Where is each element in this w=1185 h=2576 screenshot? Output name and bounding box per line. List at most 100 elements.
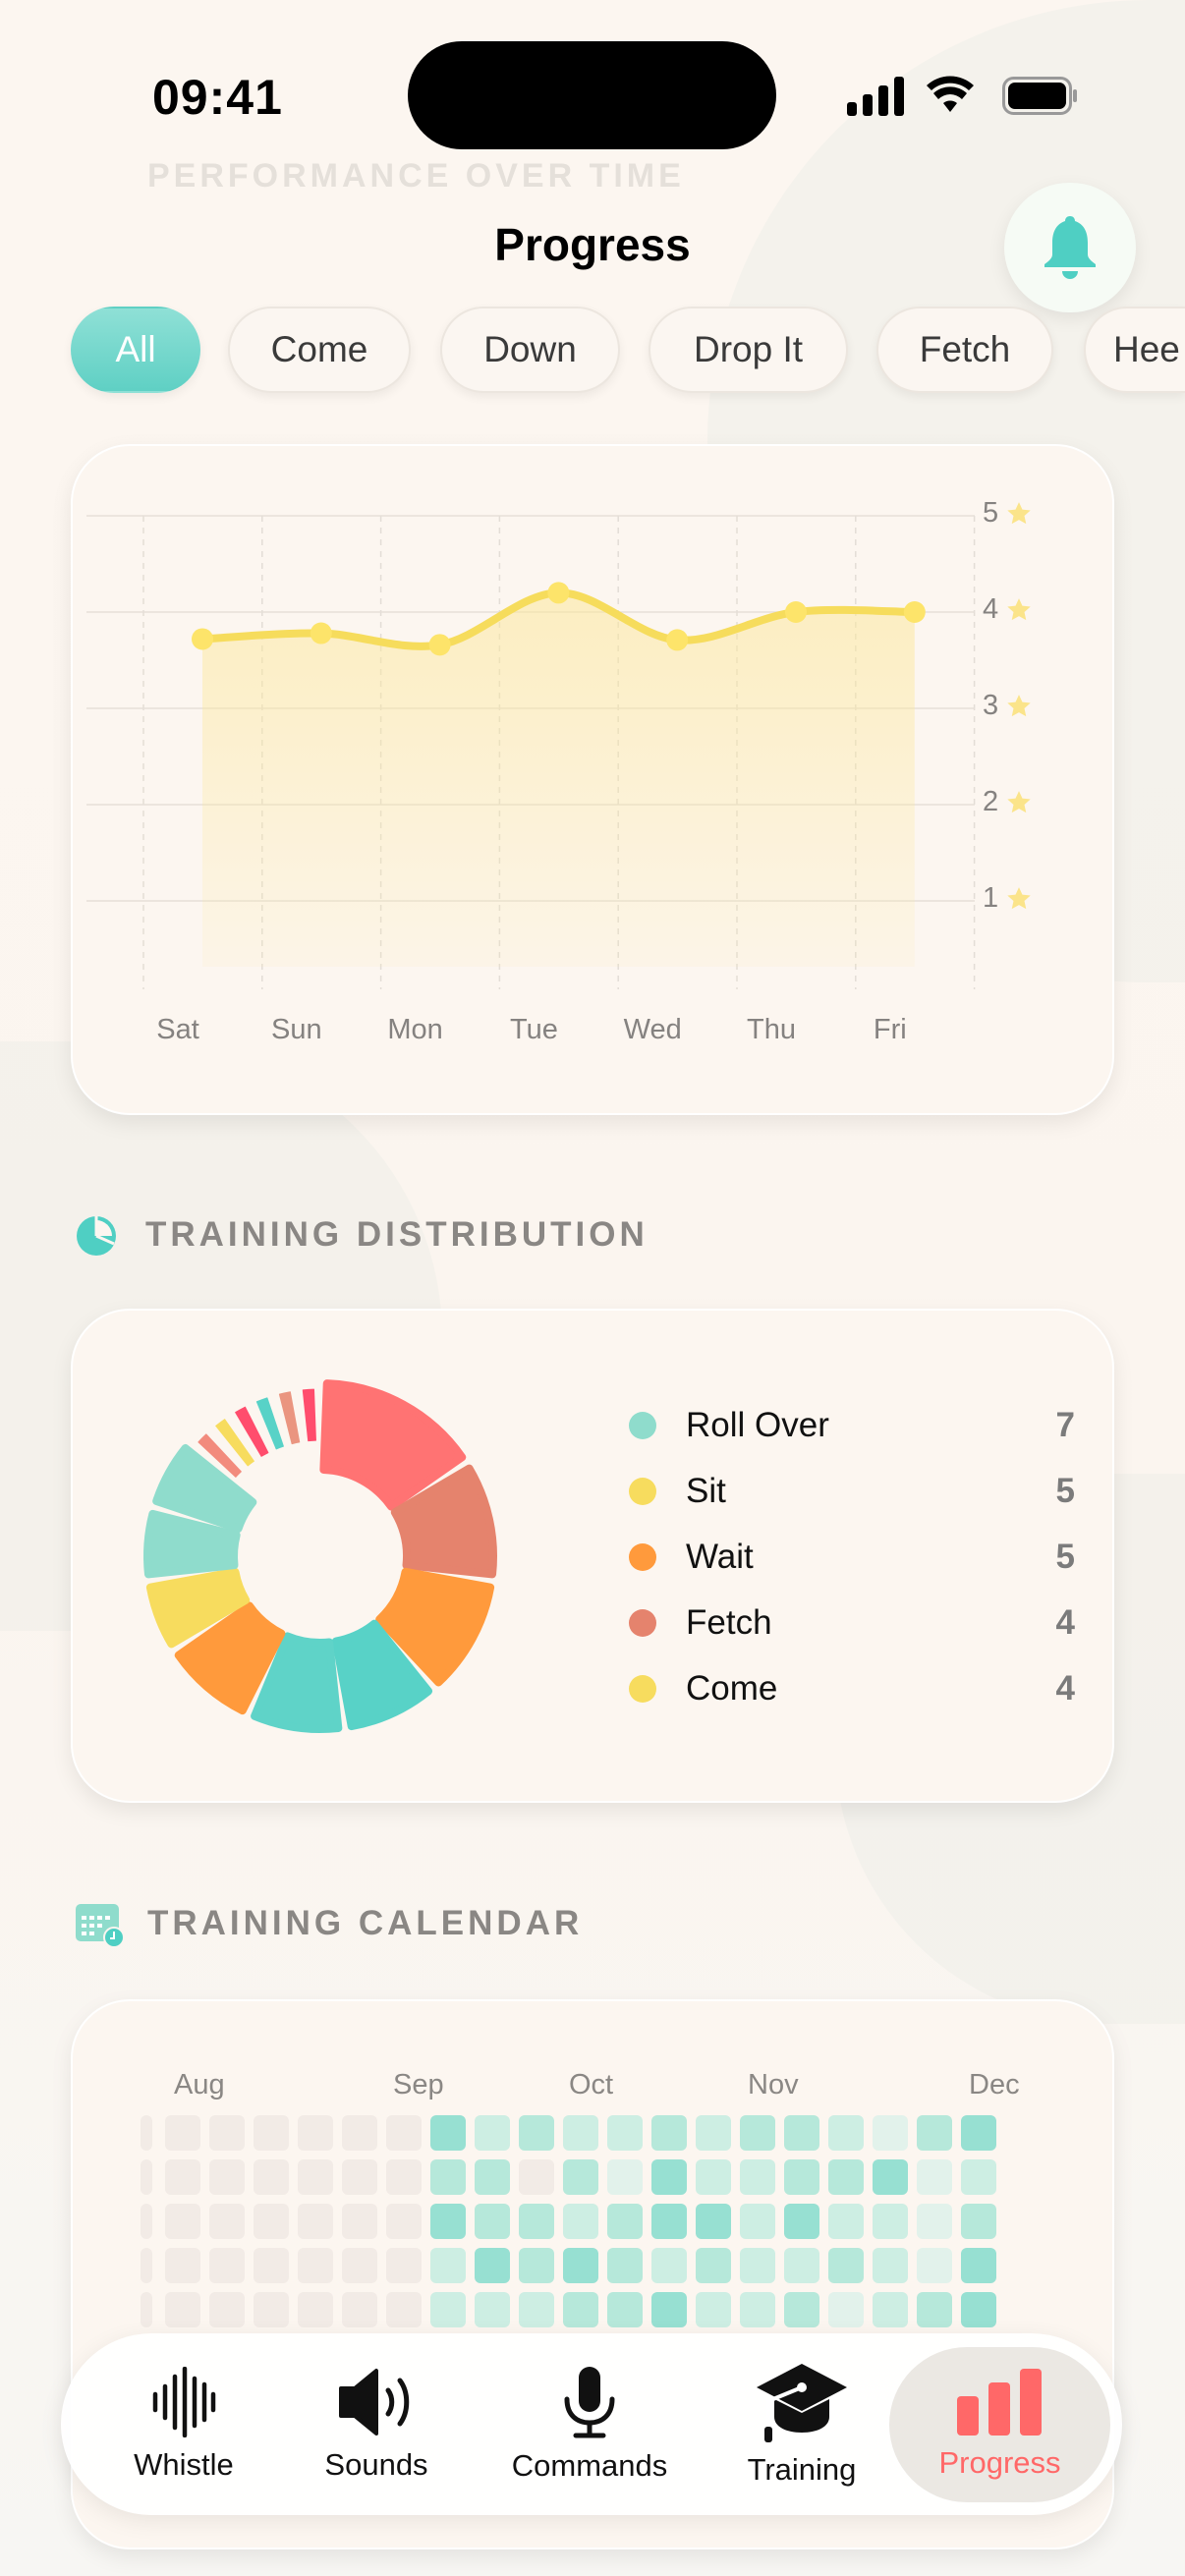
calendar-day-cell[interactable]: [961, 2115, 996, 2151]
donut-slice[interactable]: [302, 1388, 316, 1442]
calendar-day-cell[interactable]: [828, 2204, 864, 2239]
calendar-day-cell[interactable]: [298, 2204, 333, 2239]
calendar-day-cell[interactable]: [475, 2248, 510, 2283]
calendar-day-cell[interactable]: [873, 2115, 908, 2151]
calendar-day-cell[interactable]: [696, 2248, 731, 2283]
calendar-day-cell[interactable]: [651, 2248, 687, 2283]
calendar-day-cell[interactable]: [873, 2292, 908, 2327]
calendar-day-cell[interactable]: [828, 2115, 864, 2151]
calendar-day-cell[interactable]: [651, 2204, 687, 2239]
calendar-day-cell[interactable]: [298, 2159, 333, 2195]
calendar-day-cell[interactable]: [696, 2292, 731, 2327]
calendar-day-cell[interactable]: [961, 2159, 996, 2195]
calendar-day-cell[interactable]: [607, 2204, 643, 2239]
calendar-day-cell[interactable]: [386, 2115, 422, 2151]
calendar-day-cell[interactable]: [961, 2204, 996, 2239]
donut-slice[interactable]: [375, 1567, 495, 1687]
calendar-day-cell[interactable]: [873, 2159, 908, 2195]
donut-slice[interactable]: [215, 1419, 254, 1467]
calendar-day-cell[interactable]: [209, 2292, 245, 2327]
calendar-day-cell[interactable]: [873, 2248, 908, 2283]
calendar-day-cell[interactable]: [430, 2292, 466, 2327]
calendar-day-cell[interactable]: [740, 2204, 775, 2239]
calendar-day-cell[interactable]: [563, 2292, 598, 2327]
donut-slice[interactable]: [390, 1464, 497, 1579]
calendar-day-cell[interactable]: [254, 2159, 289, 2195]
calendar-day-cell[interactable]: [873, 2204, 908, 2239]
calendar-day-cell[interactable]: [828, 2248, 864, 2283]
calendar-day-cell[interactable]: [784, 2292, 819, 2327]
calendar-day-cell[interactable]: [519, 2248, 554, 2283]
calendar-day-cell[interactable]: [519, 2115, 554, 2151]
calendar-day-cell[interactable]: [342, 2115, 377, 2151]
calendar-day-cell[interactable]: [165, 2204, 200, 2239]
calendar-day-cell[interactable]: [141, 2248, 152, 2283]
calendar-day-cell[interactable]: [696, 2159, 731, 2195]
calendar-day-cell[interactable]: [342, 2204, 377, 2239]
calendar-day-cell[interactable]: [784, 2159, 819, 2195]
calendar-day-cell[interactable]: [430, 2159, 466, 2195]
calendar-day-cell[interactable]: [740, 2115, 775, 2151]
donut-slice[interactable]: [319, 1379, 467, 1511]
calendar-day-cell[interactable]: [696, 2115, 731, 2151]
calendar-day-cell[interactable]: [475, 2159, 510, 2195]
tab-commands[interactable]: Commands: [491, 2333, 688, 2515]
data-point[interactable]: [785, 601, 807, 623]
data-point[interactable]: [428, 634, 451, 656]
chip-come[interactable]: Come: [228, 307, 411, 393]
calendar-day-cell[interactable]: [519, 2292, 554, 2327]
calendar-day-cell[interactable]: [342, 2292, 377, 2327]
calendar-day-cell[interactable]: [254, 2204, 289, 2239]
data-point[interactable]: [903, 601, 926, 623]
calendar-day-cell[interactable]: [917, 2115, 952, 2151]
calendar-day-cell[interactable]: [651, 2115, 687, 2151]
calendar-day-cell[interactable]: [475, 2204, 510, 2239]
calendar-day-cell[interactable]: [209, 2115, 245, 2151]
calendar-day-cell[interactable]: [740, 2159, 775, 2195]
calendar-day-cell[interactable]: [563, 2115, 598, 2151]
calendar-day-cell[interactable]: [141, 2159, 152, 2195]
calendar-day-cell[interactable]: [298, 2248, 333, 2283]
calendar-day-cell[interactable]: [165, 2115, 200, 2151]
calendar-day-cell[interactable]: [386, 2292, 422, 2327]
data-point[interactable]: [547, 582, 570, 604]
calendar-day-cell[interactable]: [519, 2204, 554, 2239]
calendar-day-cell[interactable]: [828, 2159, 864, 2195]
calendar-day-cell[interactable]: [298, 2292, 333, 2327]
calendar-day-cell[interactable]: [430, 2248, 466, 2283]
calendar-day-cell[interactable]: [475, 2292, 510, 2327]
donut-slice[interactable]: [143, 1509, 241, 1579]
chip-fetch[interactable]: Fetch: [876, 307, 1053, 393]
calendar-day-cell[interactable]: [651, 2292, 687, 2327]
calendar-day-cell[interactable]: [607, 2248, 643, 2283]
donut-slice[interactable]: [331, 1619, 433, 1731]
calendar-day-cell[interactable]: [209, 2204, 245, 2239]
calendar-day-cell[interactable]: [784, 2248, 819, 2283]
donut-slice[interactable]: [278, 1391, 301, 1445]
tab-progress[interactable]: Progress: [889, 2347, 1110, 2502]
data-point[interactable]: [310, 622, 332, 644]
calendar-day-cell[interactable]: [254, 2248, 289, 2283]
calendar-day-cell[interactable]: [209, 2159, 245, 2195]
calendar-day-cell[interactable]: [563, 2159, 598, 2195]
calendar-day-cell[interactable]: [563, 2204, 598, 2239]
calendar-day-cell[interactable]: [298, 2115, 333, 2151]
calendar-day-cell[interactable]: [209, 2248, 245, 2283]
calendar-day-cell[interactable]: [519, 2159, 554, 2195]
calendar-day-cell[interactable]: [607, 2115, 643, 2151]
calendar-day-cell[interactable]: [430, 2204, 466, 2239]
calendar-day-cell[interactable]: [961, 2292, 996, 2327]
donut-slice[interactable]: [152, 1443, 257, 1533]
calendar-day-cell[interactable]: [386, 2204, 422, 2239]
calendar-day-cell[interactable]: [475, 2115, 510, 2151]
chip-heel[interactable]: Hee: [1084, 307, 1185, 393]
calendar-day-cell[interactable]: [917, 2204, 952, 2239]
calendar-day-cell[interactable]: [386, 2159, 422, 2195]
donut-slice[interactable]: [251, 1632, 343, 1733]
calendar-day-cell[interactable]: [254, 2292, 289, 2327]
calendar-day-cell[interactable]: [917, 2248, 952, 2283]
calendar-day-cell[interactable]: [651, 2159, 687, 2195]
calendar-day-cell[interactable]: [961, 2248, 996, 2283]
calendar-day-cell[interactable]: [917, 2159, 952, 2195]
chip-all[interactable]: All: [71, 307, 200, 393]
